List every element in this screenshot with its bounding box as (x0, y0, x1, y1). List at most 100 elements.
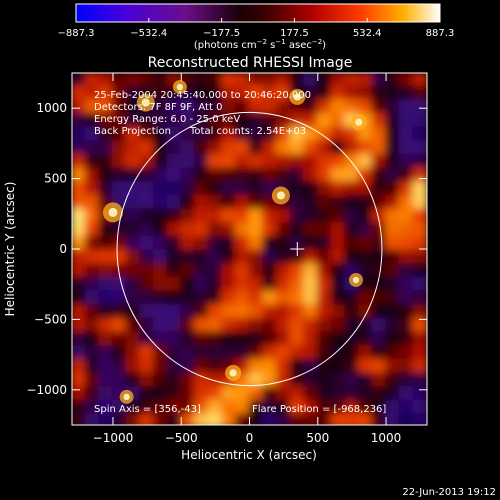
heatmap-cell (262, 235, 278, 252)
heatmap-cell (357, 331, 374, 348)
heatmap-cell (207, 222, 224, 238)
heatmap-cell (289, 317, 306, 334)
heatmap-cell (357, 263, 374, 279)
heatmap-cell (316, 317, 333, 334)
heatmap-cell (125, 317, 142, 334)
heatmap-cell (344, 358, 360, 375)
heatmap-cell (111, 126, 128, 143)
heatmap-cell (330, 249, 347, 266)
heatmap-field (72, 73, 427, 425)
heatmap-cell (166, 112, 183, 129)
heatmap-cell (72, 167, 87, 184)
heatmap-cell (111, 235, 128, 252)
heatmap-cell (221, 194, 237, 211)
heatmap-cell (303, 112, 319, 129)
heatmap-cell (330, 235, 347, 252)
heatmap-cell (111, 358, 128, 375)
heatmap-cell (330, 345, 347, 361)
heatmap-cell (166, 399, 183, 416)
heatmap-cell (248, 249, 265, 266)
heatmap-cell (180, 208, 196, 225)
hotspot-core (276, 191, 285, 200)
heatmap-cell (398, 85, 415, 102)
heatmap-cell (72, 372, 87, 389)
heatmap-cell (275, 126, 292, 143)
heatmap-cell (207, 85, 224, 102)
hotspot-core (355, 118, 363, 126)
heatmap-cell (152, 290, 169, 307)
heatmap-cell (166, 153, 183, 170)
heatmap-cell (357, 126, 374, 143)
heatmap-cell (125, 140, 142, 156)
heatmap-cell (262, 263, 278, 279)
heatmap-cell (289, 386, 306, 402)
heatmap-cell (357, 167, 374, 184)
heatmap-cell (357, 222, 374, 238)
heatmap-cell (248, 331, 265, 348)
heatmap-cell (316, 153, 333, 170)
heatmap-cell (152, 358, 169, 375)
heatmap-cell (152, 249, 169, 266)
heatmap-cell (385, 73, 401, 88)
heatmap-cell (207, 140, 224, 156)
heatmap-cell (152, 222, 169, 238)
x-tick-label: −500 (165, 431, 198, 445)
heatmap-cell (193, 112, 210, 129)
heatmap-cell (125, 304, 142, 320)
heatmap-cell (262, 358, 278, 375)
heatmap-cell (193, 181, 210, 197)
heatmap-cell (398, 167, 415, 184)
heatmap-cell (125, 153, 142, 170)
heatmap-cell (98, 372, 114, 389)
heatmap-cell (234, 153, 251, 170)
heatmap-cell (234, 290, 251, 307)
heatmap-cell (125, 167, 142, 184)
heatmap-cell (221, 331, 237, 348)
heatmap-cell (139, 249, 155, 266)
heatmap-cell (316, 358, 333, 375)
heatmap-cell (84, 153, 101, 170)
heatmap-cell (193, 235, 210, 252)
heatmap-cell (180, 290, 196, 307)
heatmap-cell (412, 249, 427, 266)
heatmap-cell (371, 153, 388, 170)
heatmap-cell (289, 345, 306, 361)
heatmap-cell (207, 263, 224, 279)
heatmap-cell (371, 263, 388, 279)
heatmap-cell (193, 85, 210, 102)
heatmap-cell (180, 222, 196, 238)
heatmap-cell (316, 181, 333, 197)
heatmap-cell (152, 112, 169, 129)
heatmap-cell (234, 194, 251, 211)
heatmap-cell (166, 140, 183, 156)
heatmap-cell (72, 345, 87, 361)
heatmap-cell (398, 112, 415, 129)
heatmap-cell (111, 73, 128, 88)
heatmap-cell (72, 413, 87, 425)
heatmap-cell (166, 317, 183, 334)
heatmap-cell (84, 317, 101, 334)
heatmap-cell (371, 222, 388, 238)
heatmap-cell (166, 99, 183, 115)
heatmap-cell (125, 235, 142, 252)
heatmap-cell (125, 331, 142, 348)
heatmap-cell (125, 194, 142, 211)
heatmap-cell (330, 331, 347, 348)
heatmap-cell (330, 85, 347, 102)
heatmap-cell (98, 85, 114, 102)
heatmap-cell (330, 194, 347, 211)
heatmap-cell (248, 153, 265, 170)
heatmap-cell (125, 73, 142, 88)
heatmap-cell (180, 112, 196, 129)
heatmap-cell (180, 413, 196, 425)
heatmap-cell (398, 399, 415, 416)
heatmap-cell (412, 222, 427, 238)
heatmap-cell (207, 345, 224, 361)
heatmap-cell (111, 372, 128, 389)
heatmap-cell (412, 140, 427, 156)
heatmap-cell (193, 317, 210, 334)
heatmap-cell (221, 304, 237, 320)
heatmap-cell (166, 208, 183, 225)
heatmap-cell (111, 181, 128, 197)
